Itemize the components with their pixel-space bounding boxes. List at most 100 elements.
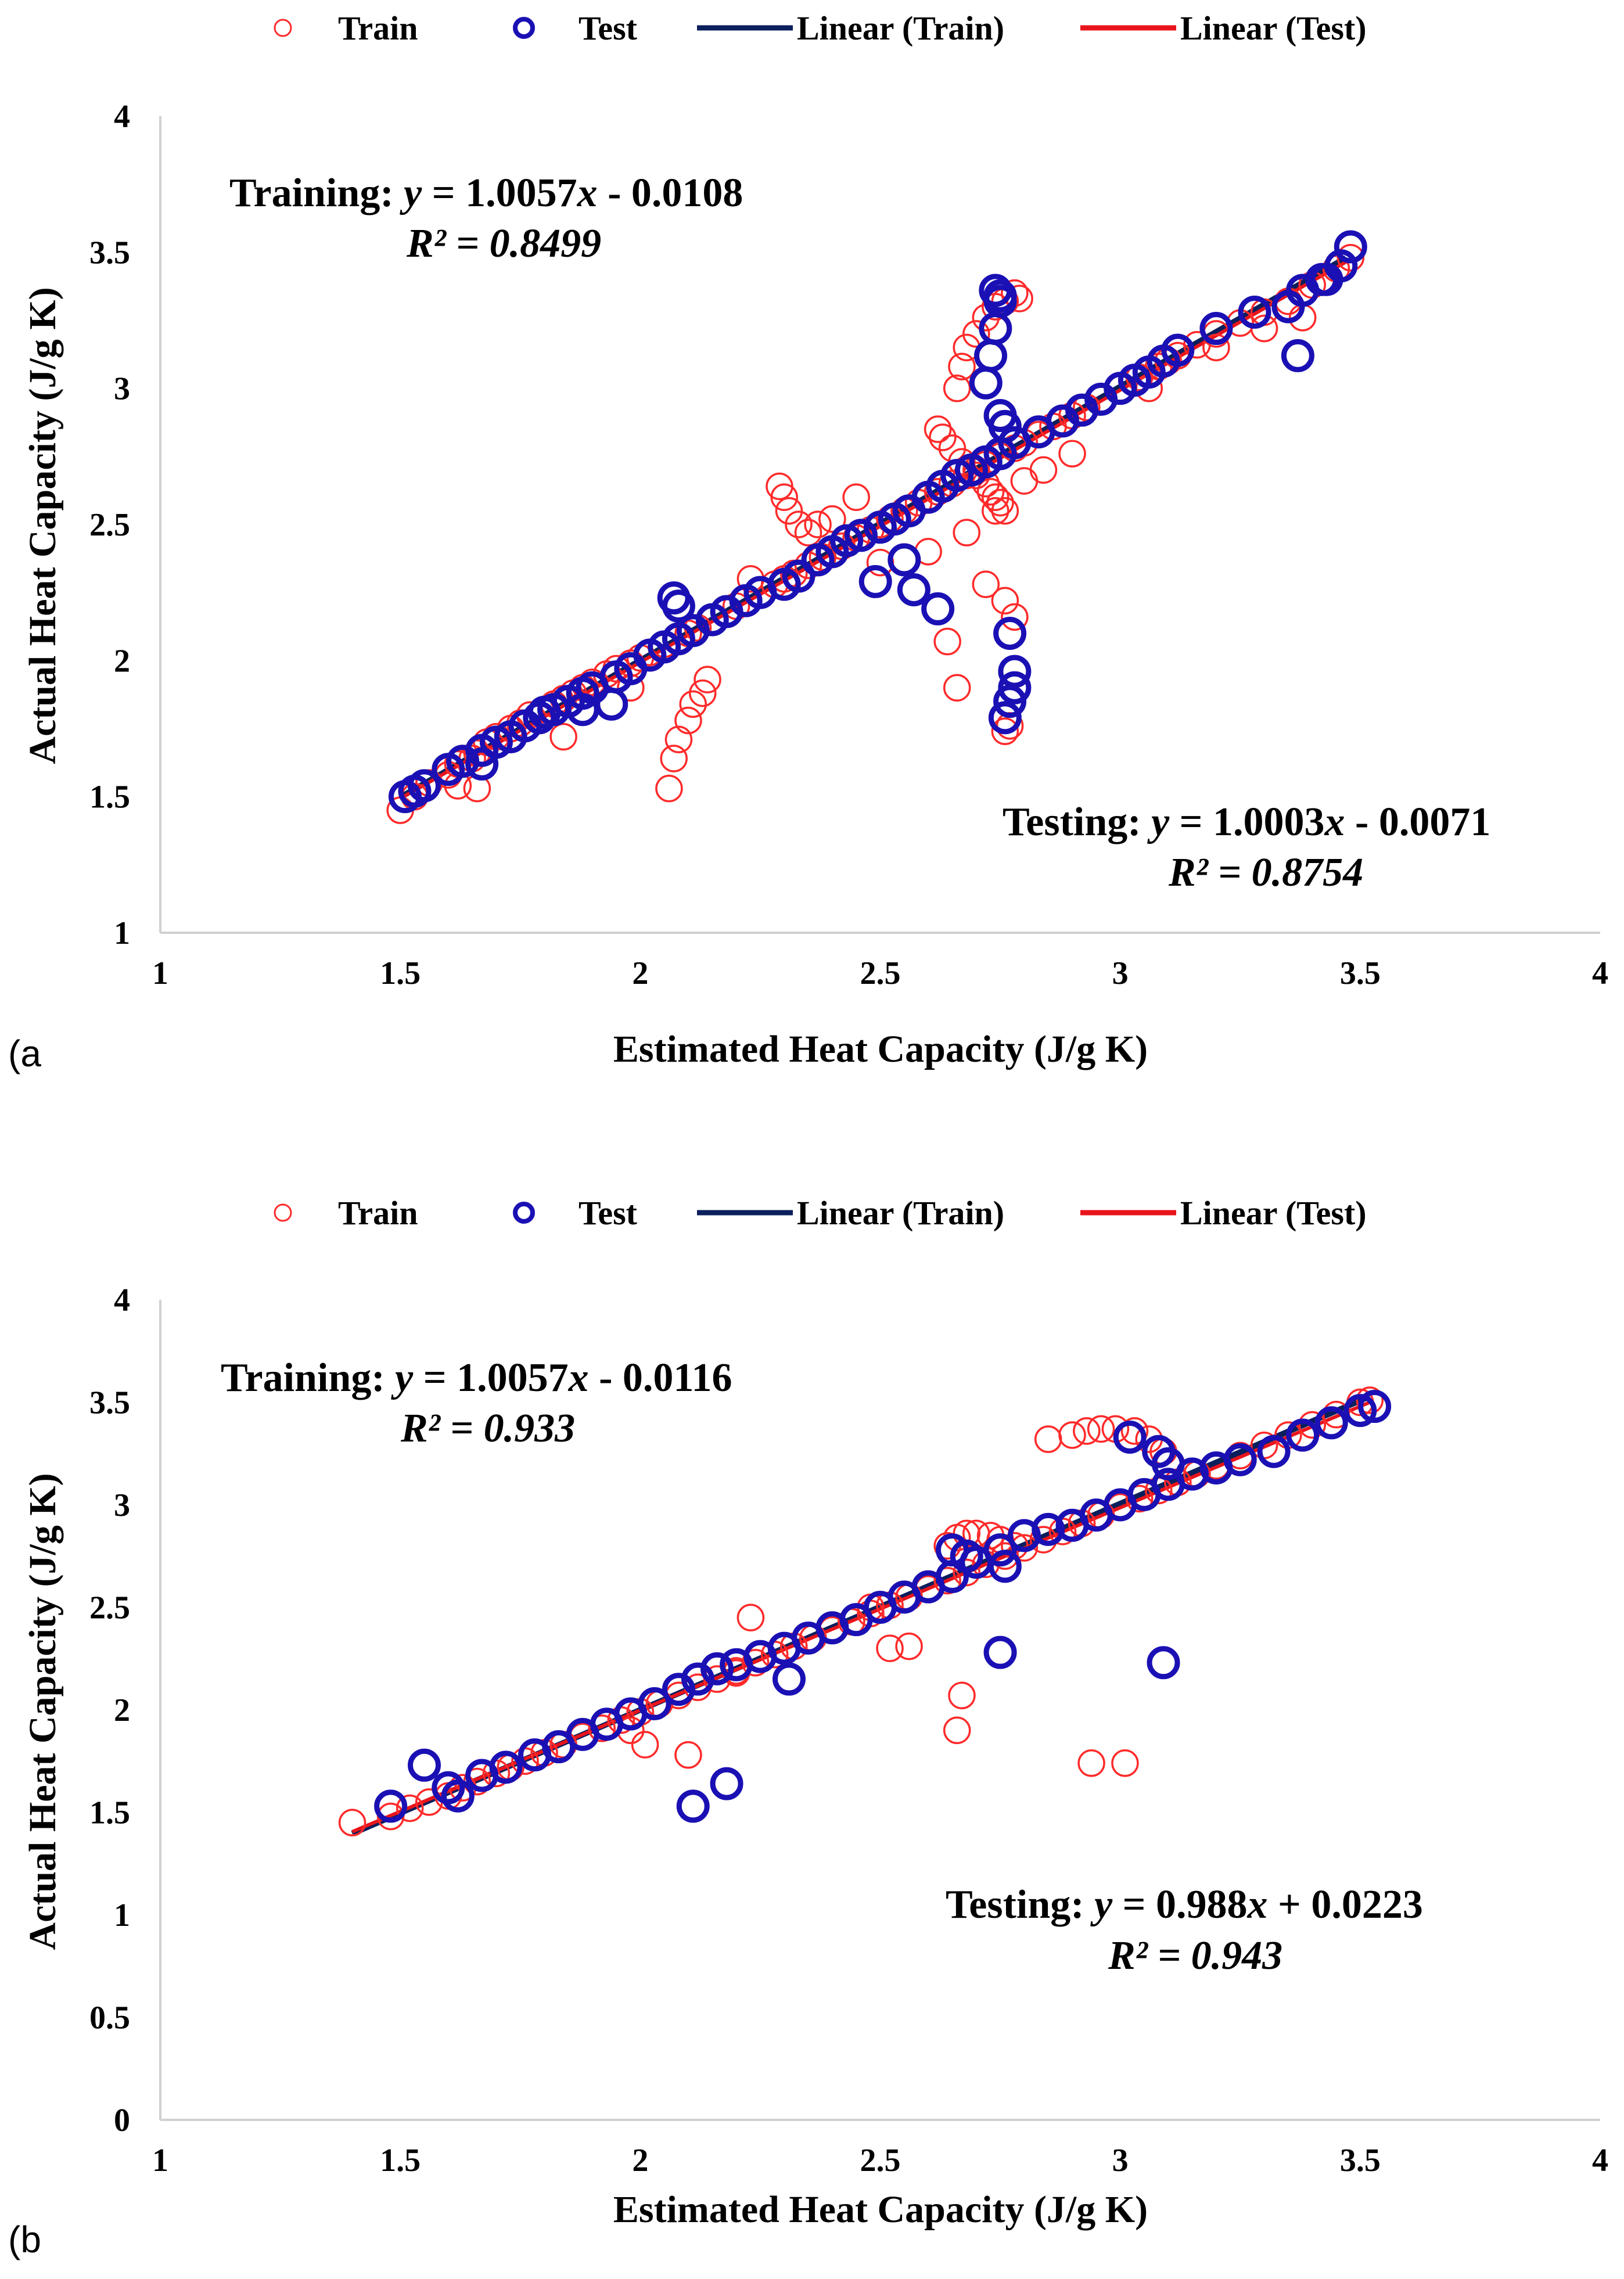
train-point [1058, 1421, 1086, 1449]
x-tick-label: 2 [632, 2143, 648, 2179]
y-tick-label: 2.5 [89, 1590, 130, 1626]
train-point [986, 488, 1014, 517]
test-point [407, 769, 441, 803]
test-point [988, 701, 1022, 735]
scatter-points-b [338, 1386, 1392, 1836]
y-tick-label: 4 [114, 1282, 130, 1318]
y-tick-label: 1.5 [89, 1795, 130, 1831]
test-point [988, 409, 1022, 443]
test-point [988, 1550, 1022, 1583]
train-point [933, 627, 961, 656]
legend-train-marker [274, 19, 292, 37]
test-point [1286, 1418, 1320, 1452]
test-point [1147, 1646, 1180, 1680]
test-point [700, 1652, 734, 1685]
y-axis-title-b: Actual Heat Capacity (J/g K) [21, 1473, 64, 1950]
test-point [441, 1779, 475, 1813]
test-point [844, 519, 878, 552]
test-point [710, 1767, 743, 1800]
x-tick-label: 2.5 [860, 2143, 901, 2179]
scatter-points-a [386, 230, 1367, 824]
test-point [374, 1789, 408, 1823]
x-tick-label: 4 [1592, 955, 1608, 991]
legend-b: Train Test Linear (Train) Linear (Test) [274, 1194, 1367, 1232]
legend-linear-test-label: Linear (Test) [1180, 1194, 1367, 1232]
y-tick-label: 1 [114, 1897, 130, 1933]
legend-linear-test-label: Linear (Test) [1180, 9, 1367, 47]
y-tick-label: 1 [114, 915, 130, 951]
y-tick-label: 2 [114, 1692, 130, 1728]
legend-linear-train-label: Linear (Train) [797, 9, 1004, 47]
train-point [953, 519, 980, 547]
test-point [489, 1750, 523, 1784]
chart-a-svg: Train Test Linear (Train) Linear (Test) … [8, 9, 1608, 1074]
test-point [950, 1539, 983, 1573]
testing-r2-b: R² = 0.943 [1108, 1933, 1282, 1978]
y-tick-label: 0 [114, 2102, 130, 2138]
test-point [772, 1662, 806, 1696]
train-point [338, 1809, 367, 1836]
train-point [1087, 1415, 1115, 1443]
x-tick-label: 3.5 [1340, 955, 1381, 991]
x-tick-label: 2 [632, 955, 648, 991]
test-point [1281, 339, 1314, 372]
train-point [694, 666, 721, 693]
y-tick-label: 3.5 [89, 235, 130, 271]
train-point [962, 320, 990, 348]
test-point [595, 687, 628, 721]
test-point [1238, 295, 1271, 329]
train-point [982, 497, 1009, 525]
training-equation-a: Training: y = 1.0057x - 0.0108 [229, 171, 743, 215]
test-point [407, 1748, 441, 1782]
train-point [948, 1681, 976, 1710]
test-point [432, 1771, 465, 1804]
legend-test-marker [513, 17, 535, 39]
train-point [818, 505, 846, 533]
train-point [804, 511, 832, 538]
legend-linear-train-label: Linear (Train) [797, 1194, 1004, 1232]
x-tick-label: 1.5 [380, 955, 421, 991]
train-point [876, 1634, 904, 1662]
train-point [1356, 1386, 1384, 1414]
test-point [1199, 312, 1233, 346]
train-point [895, 1632, 923, 1660]
train-point [1125, 1484, 1154, 1513]
legend-train-marker [274, 1203, 292, 1222]
training-r2-b: R² = 0.933 [400, 1406, 575, 1451]
training-equation-b: Training: y = 1.0057x - 0.0116 [221, 1356, 732, 1400]
train-point [991, 497, 1019, 525]
train-point [655, 774, 683, 803]
x-tick-label: 1 [152, 955, 168, 991]
train-point [775, 497, 803, 525]
train-point [982, 483, 1009, 511]
train-point [1077, 1749, 1105, 1777]
ticks-a: 1 1.5 2 2.5 3 3.5 4 1 1.5 2 2.5 3 3.5 4 [89, 99, 1608, 991]
panel-label-a: (a [8, 1033, 41, 1074]
test-point [858, 565, 892, 598]
x-tick-label: 3.5 [1340, 2143, 1381, 2179]
train-point [1202, 333, 1230, 362]
train-point [664, 725, 693, 753]
test-point [638, 1687, 671, 1720]
test-point [1334, 230, 1367, 264]
train-point [689, 679, 717, 707]
train-point [842, 483, 870, 511]
train-point [770, 483, 798, 511]
test-point [1358, 1390, 1392, 1424]
train-point [1001, 603, 1029, 631]
y-tick-label: 1.5 [89, 779, 130, 815]
test-point [993, 616, 1027, 650]
train-point [588, 1714, 616, 1742]
train-point [943, 1716, 971, 1745]
train-point [1336, 243, 1365, 272]
training-r2-a: R² = 0.8499 [406, 221, 601, 266]
train-point [631, 1731, 659, 1759]
train-point [943, 674, 971, 702]
train-point [943, 374, 971, 402]
test-point [998, 655, 1032, 688]
train-point [1120, 1417, 1149, 1445]
train-point [1010, 467, 1039, 495]
train-point [679, 690, 707, 718]
train-point [1058, 440, 1086, 468]
panel-label-b: (b [8, 2219, 41, 2260]
